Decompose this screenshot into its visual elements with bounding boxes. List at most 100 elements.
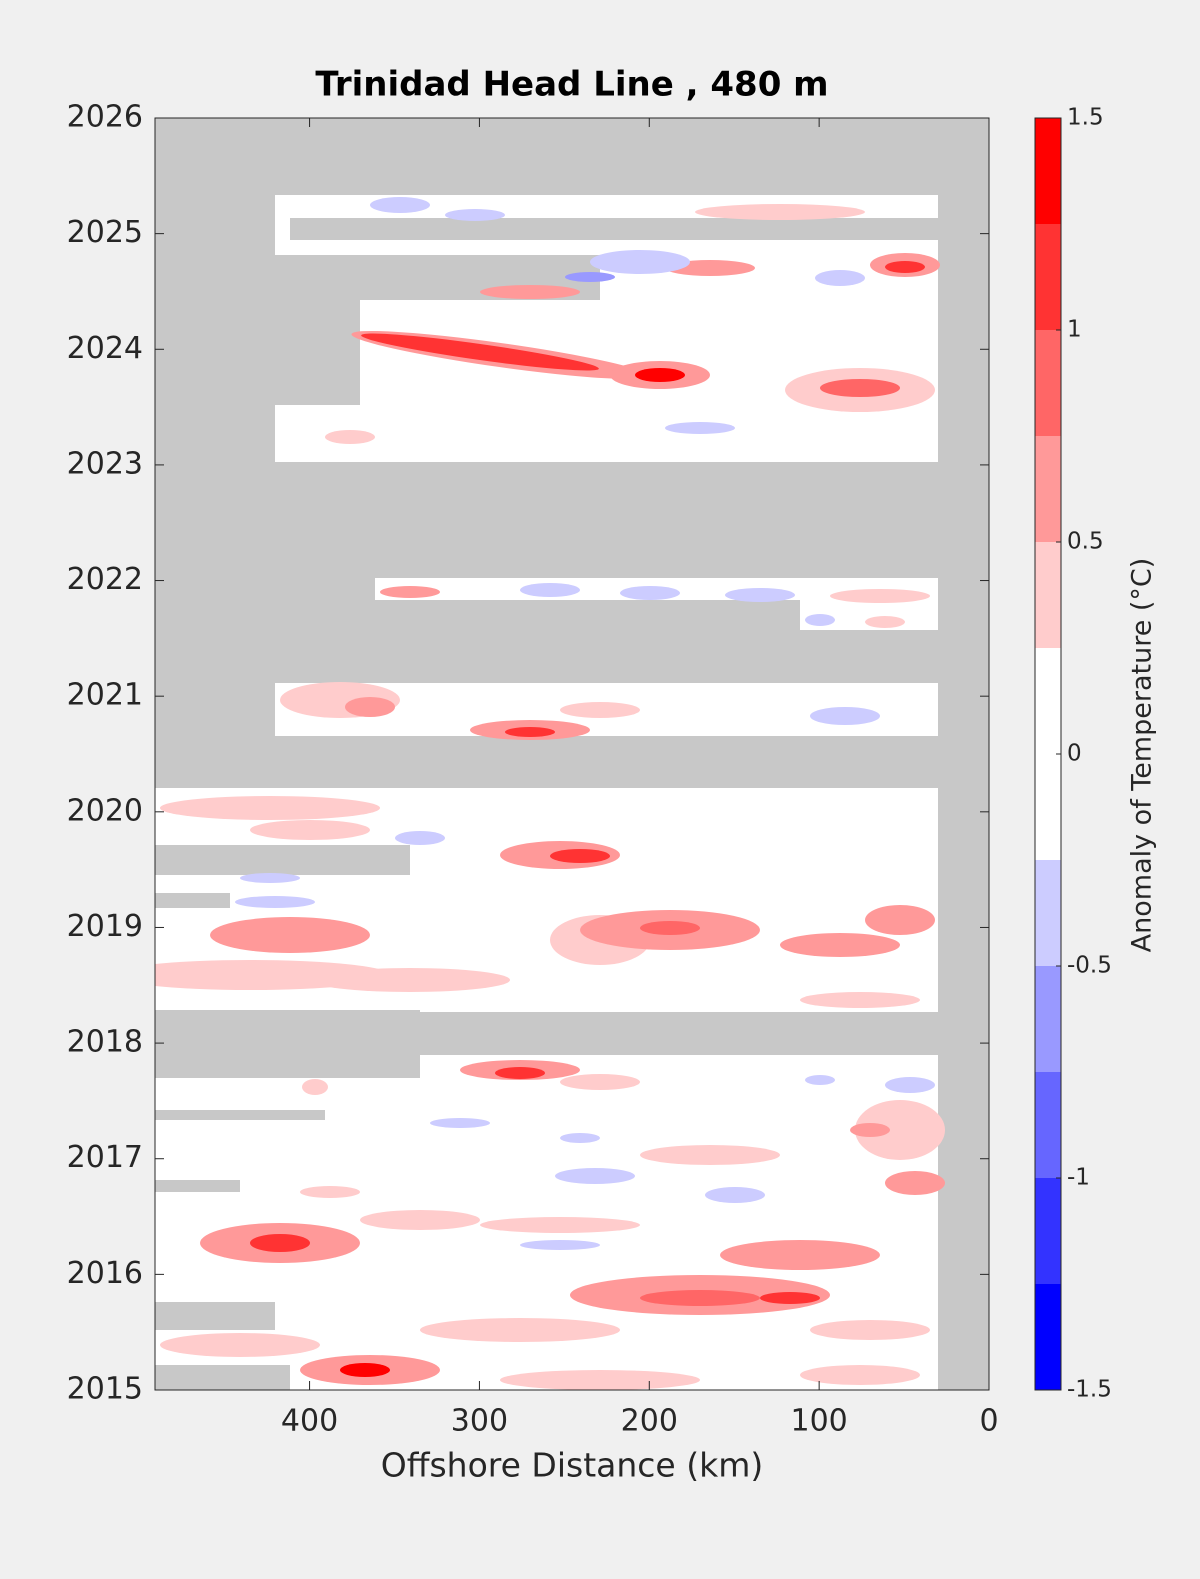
y-tick-label: 2023 [67,446,143,481]
contour-region [885,1171,945,1195]
contour-region [250,820,370,840]
contour-region [560,1133,600,1143]
colorbar-segment [1035,118,1061,224]
contour-region [361,333,599,371]
contour-region [620,586,680,600]
plot-frame [154,117,990,1391]
colorbar-tick-label: -1 [1067,1165,1090,1191]
colorbar-tick-label: 0.5 [1067,529,1104,555]
contour-region [865,616,905,628]
contour-region [820,379,900,397]
contour-region [780,933,900,957]
colorbar-segment [1035,1072,1061,1178]
colorbar-segment [1035,648,1061,754]
contour-region [520,583,580,597]
missing-data [290,218,938,240]
missing-data [155,1180,240,1192]
contour-region [345,697,395,717]
contour-region [640,921,700,935]
contour-region [695,204,865,220]
contour-region [300,1186,360,1198]
x-tick-label: 400 [281,1404,338,1439]
x-tick-label: 0 [979,1404,998,1439]
contour-region [725,588,795,602]
missing-data [155,1110,325,1120]
contour-region [665,422,735,434]
contour-region [302,1079,328,1095]
contour-region [500,1370,700,1390]
colorbar-tick-label: 1 [1067,317,1082,343]
colorbar-tick-label: 0 [1067,741,1082,767]
colorbar-label: Anomaly of Temperature (°C) [1127,558,1158,953]
contour-region [885,261,925,273]
contour-region [805,1075,835,1085]
colorbar-segment [1035,224,1061,330]
contour-region [640,1290,760,1306]
x-tick-label: 100 [791,1404,848,1439]
y-tick-label: 2021 [67,678,143,713]
colorbar-segment [1035,1284,1061,1390]
contour-region [560,702,640,718]
contour-region [240,873,300,883]
colorbar-segment [1035,754,1061,860]
contour-region [640,1145,780,1165]
contour-region [360,1210,480,1230]
contour-region [635,368,685,382]
contour-region [590,250,690,274]
missing-data [155,1302,275,1330]
y-tick-label: 2025 [67,215,143,250]
contour-region [565,272,615,282]
contour-region [800,1365,920,1385]
contour-region [160,1333,320,1357]
colorbar-tick-label: -1.5 [1067,1377,1112,1403]
contour-region [495,1067,545,1079]
contour-region [865,905,935,935]
y-tick-label: 2019 [67,909,143,944]
field [155,118,989,1390]
x-tick-label: 200 [621,1404,678,1439]
contour-region [250,1234,310,1252]
colorbar-segment [1035,966,1061,1072]
contour-region [480,285,580,299]
missing-data [155,845,410,875]
colorbar-segment [1035,330,1061,436]
contour-region [550,849,610,863]
x-tick-label: 300 [451,1404,508,1439]
missing-data [155,1365,290,1390]
x-axis-label: Offshore Distance (km) [381,1446,763,1485]
y-tick-label: 2015 [67,1372,143,1407]
contour-region [395,831,445,845]
contour-region [850,1123,890,1137]
contour-region [885,1077,935,1093]
chart-title: Trinidad Head Line , 480 m [315,65,828,105]
contour-region [520,1240,600,1250]
colorbar-tick-label: 1.5 [1067,105,1104,131]
contour-region [160,796,380,820]
contour-region [760,1292,820,1304]
contour-region [555,1168,635,1184]
contour-region [340,1363,390,1377]
contour-region [830,589,930,603]
contour-region [800,992,920,1008]
y-tick-label: 2016 [67,1256,143,1291]
missing-data [155,300,360,405]
contour-region [310,968,510,992]
contour-region [720,1240,880,1270]
contour-region [810,707,880,725]
y-tick-label: 2020 [67,793,143,828]
contour-region [430,1118,490,1128]
contour-region [815,270,865,286]
colorbar-segment [1035,436,1061,542]
contour-region [810,1320,930,1340]
contour-region [420,1318,620,1342]
y-tick-label: 2024 [67,331,143,366]
contour-region [325,430,375,444]
colorbar-tick-label: -0.5 [1067,953,1112,979]
contour-region [445,209,505,221]
y-tick-label: 2018 [67,1025,143,1060]
contour-region [560,1074,640,1090]
y-tick-label: 2022 [67,562,143,597]
contour-region [705,1187,765,1203]
contour-region [235,896,315,908]
contour-region [805,614,835,626]
